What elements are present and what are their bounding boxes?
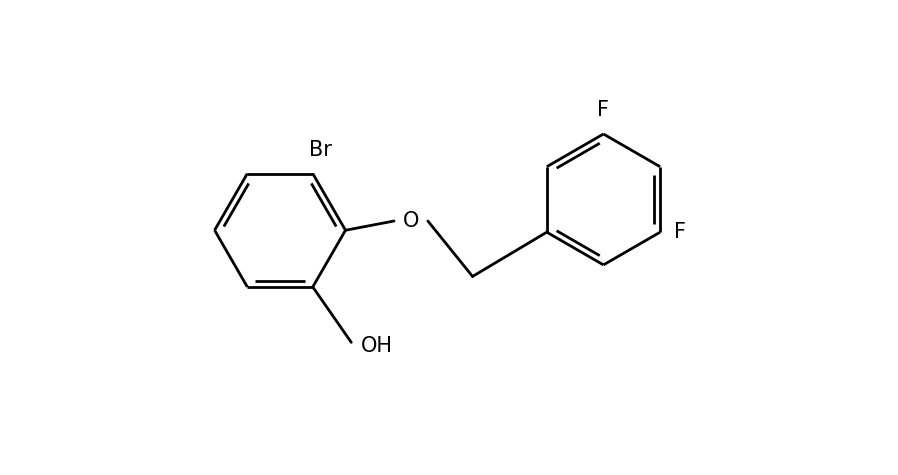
Text: O: O [403, 211, 419, 231]
Text: OH: OH [360, 336, 392, 356]
Text: Br: Br [309, 140, 331, 160]
Text: F: F [674, 222, 686, 242]
Text: F: F [597, 100, 610, 120]
